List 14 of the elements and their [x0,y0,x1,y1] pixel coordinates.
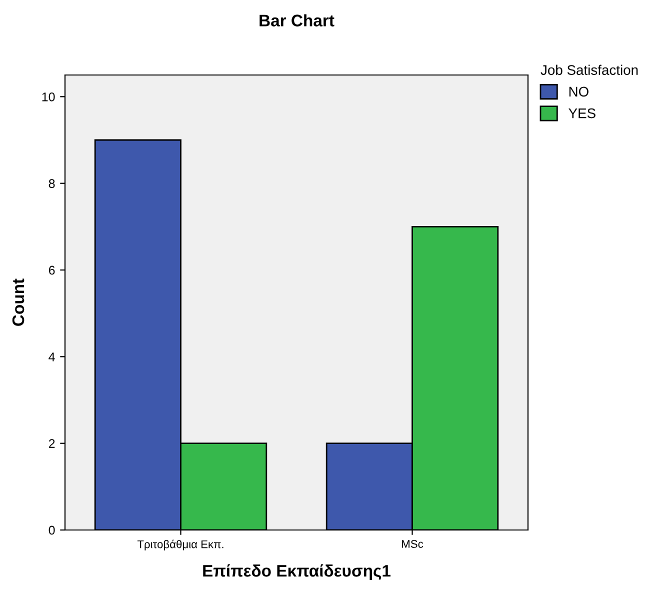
x-tick-label: Τριτοβάθμια Εκπ. [137,540,224,550]
x-tick-label: MSc [402,540,424,548]
chart-title: Bar Chart [260,14,334,26]
y-tick-label: 8 [48,179,55,188]
x-axis-title: Επίπεδο Εκπαίδευσης1 [203,564,390,580]
legend-label: YES [568,108,596,118]
y-tick-label: 6 [48,266,55,275]
y-tick-label: 0 [48,526,55,535]
legend-title: Job Satisfaction [540,64,638,75]
y-tick-label: 4 [48,352,55,362]
legend-label: NO [569,86,588,97]
y-tick-label: 2 [48,439,55,448]
y-axis-title: Count [12,278,24,326]
y-tick-label: 10 [42,92,55,102]
